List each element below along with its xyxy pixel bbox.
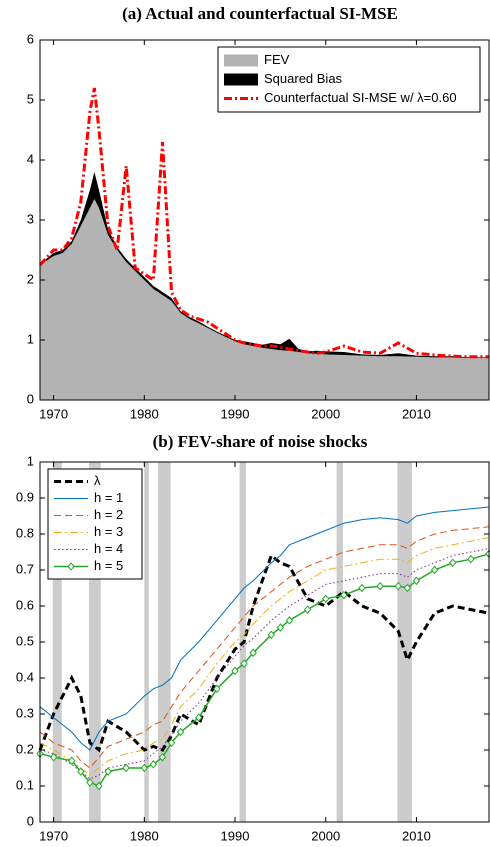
x-tick-label: 1970 bbox=[39, 828, 68, 843]
legend-label: h = 2 bbox=[94, 507, 123, 522]
y-tick-label: 0.4 bbox=[16, 669, 34, 684]
line bbox=[38, 87, 489, 359]
legend-box bbox=[47, 468, 143, 580]
y-tick-label: 1 bbox=[27, 331, 34, 346]
x-tick-label: 1980 bbox=[130, 828, 159, 843]
legend-swatch bbox=[224, 54, 258, 67]
y-tick-label: 6 bbox=[27, 31, 34, 46]
y-tick-label: 0 bbox=[27, 813, 34, 828]
marker bbox=[86, 778, 94, 787]
marker bbox=[303, 605, 312, 614]
marker bbox=[149, 760, 158, 769]
x-tick-label: 2000 bbox=[311, 828, 340, 843]
line bbox=[38, 553, 490, 753]
marker bbox=[77, 767, 85, 776]
marker bbox=[176, 727, 185, 737]
area bbox=[40, 199, 489, 400]
marker bbox=[213, 684, 221, 694]
marker bbox=[158, 752, 167, 762]
y-tick-label: 0 bbox=[27, 391, 34, 406]
legend-label: h = 5 bbox=[94, 558, 123, 573]
x-tick-label: 1990 bbox=[221, 828, 250, 843]
x-tick-label: 2010 bbox=[402, 406, 431, 421]
marker bbox=[104, 767, 112, 776]
marker bbox=[231, 666, 239, 676]
chart-title: (a) Actual and counterfactual SI-MSE bbox=[122, 4, 398, 23]
area bbox=[40, 172, 489, 358]
marker bbox=[322, 594, 330, 604]
x-tick-label: 1970 bbox=[39, 406, 68, 421]
marker bbox=[394, 581, 402, 591]
y-tick-label: 0.3 bbox=[16, 705, 34, 720]
marker bbox=[240, 659, 248, 668]
marker bbox=[167, 738, 176, 748]
marker bbox=[358, 583, 366, 593]
marker bbox=[195, 713, 203, 722]
x-tick-label: 1990 bbox=[221, 406, 250, 421]
marker bbox=[122, 763, 130, 773]
y-tick-label: 0.8 bbox=[16, 525, 34, 540]
x-tick-label: 2000 bbox=[311, 406, 340, 421]
recession-band bbox=[144, 462, 149, 822]
recession-band bbox=[52, 462, 62, 822]
marker bbox=[249, 648, 257, 658]
line bbox=[39, 547, 490, 780]
marker bbox=[376, 581, 384, 591]
marker bbox=[49, 752, 58, 762]
marker bbox=[449, 558, 457, 568]
marker bbox=[95, 781, 103, 791]
marker bbox=[276, 623, 285, 632]
y-tick-label: 2 bbox=[27, 271, 34, 286]
chart-title: (b) FEV-share of noise shocks bbox=[153, 432, 368, 451]
line bbox=[39, 537, 490, 776]
recession-band bbox=[336, 462, 343, 822]
legend-label: h = 3 bbox=[94, 524, 123, 539]
legend-label: h = 4 bbox=[94, 541, 123, 556]
x-tick-label: 1980 bbox=[130, 406, 159, 421]
y-tick-label: 0.9 bbox=[16, 489, 34, 504]
y-tick-label: 0.7 bbox=[16, 561, 34, 576]
line bbox=[39, 506, 490, 751]
marker bbox=[412, 576, 421, 586]
marker bbox=[430, 565, 439, 575]
legend-label: Counterfactual SI-MSE w/ λ=0.60 bbox=[264, 90, 457, 105]
marker bbox=[68, 756, 76, 766]
x-tick-label: 2010 bbox=[402, 828, 431, 843]
recession-band bbox=[88, 462, 101, 822]
legend-label: λ bbox=[94, 473, 101, 488]
legend-swatch bbox=[224, 73, 258, 86]
marker bbox=[467, 554, 475, 564]
marker bbox=[403, 583, 412, 593]
y-tick-label: 3 bbox=[27, 211, 34, 226]
y-tick-label: 0.6 bbox=[16, 597, 34, 612]
marker bbox=[267, 630, 275, 640]
y-tick-label: 0.5 bbox=[16, 633, 34, 648]
recession-band bbox=[397, 462, 412, 822]
y-tick-label: 0.1 bbox=[16, 777, 34, 792]
legend-marker bbox=[67, 562, 75, 571]
marker bbox=[340, 590, 348, 600]
legend-label: h = 1 bbox=[94, 490, 123, 505]
y-tick-label: 1 bbox=[27, 453, 34, 468]
line bbox=[39, 526, 490, 769]
legend-label: FEV bbox=[264, 52, 290, 67]
y-tick-label: 4 bbox=[27, 151, 34, 166]
marker bbox=[285, 616, 294, 625]
legend-box bbox=[217, 46, 481, 113]
marker bbox=[140, 763, 148, 773]
legend-label: Squared Bias bbox=[264, 71, 343, 86]
recession-band bbox=[157, 462, 171, 822]
y-tick-label: 5 bbox=[27, 91, 34, 106]
y-tick-label: 0.2 bbox=[16, 741, 34, 756]
